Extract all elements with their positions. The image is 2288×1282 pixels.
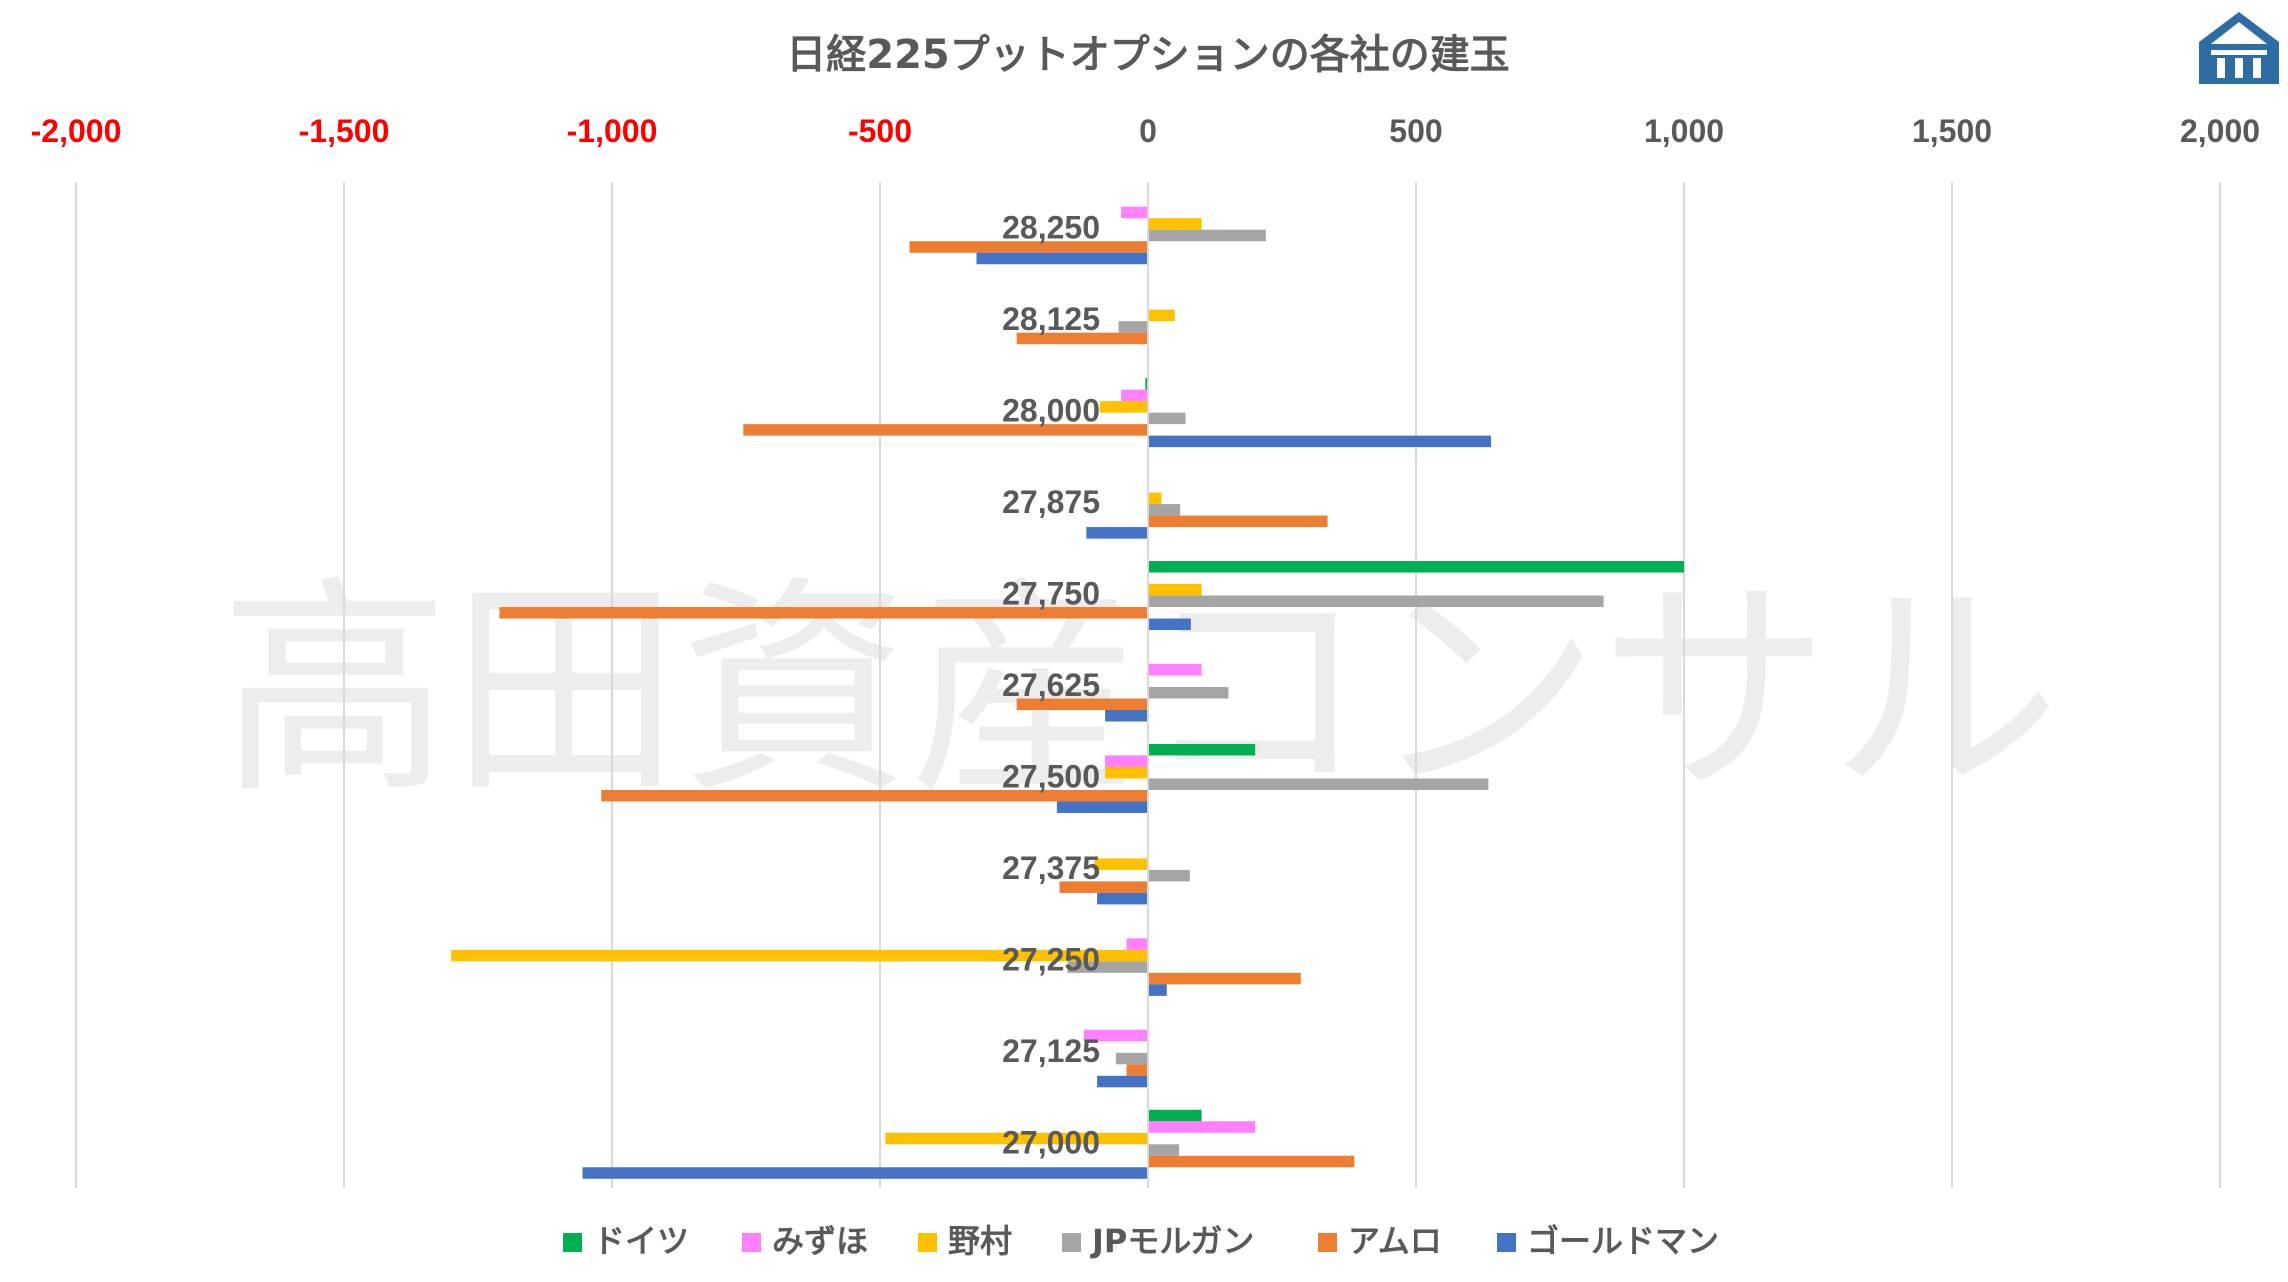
bar (1148, 492, 1162, 505)
bar (1094, 858, 1148, 870)
bar (601, 789, 1148, 802)
bar (976, 252, 1148, 265)
bar (1148, 515, 1328, 528)
legend-label: JPモルガン (1090, 1222, 1254, 1260)
bar (582, 1167, 1148, 1179)
bar (1121, 389, 1148, 402)
bar (1148, 1155, 1355, 1168)
bar (1126, 938, 1148, 950)
x-tick-label: -1,500 (299, 113, 390, 149)
bar (1016, 698, 1148, 710)
legend-swatch (1497, 1233, 1516, 1252)
bar (1121, 206, 1148, 219)
bar (1118, 321, 1148, 333)
watermark: 高田資産コンサル (220, 558, 2060, 825)
gridlines (75, 182, 2221, 1188)
bar (1148, 869, 1190, 882)
category-label: 27,000 (1002, 1124, 1100, 1160)
category-label: 27,375 (1002, 850, 1100, 886)
bar (1105, 755, 1148, 767)
x-tick-label: 0 (1139, 113, 1157, 149)
bar (1148, 504, 1181, 516)
legend-label: みずほ (772, 1222, 868, 1260)
x-tick-label: 1,500 (1912, 113, 1992, 149)
bar (909, 241, 1148, 253)
bar (1148, 618, 1191, 631)
legend-label: 野村 (948, 1222, 1012, 1260)
bar (1148, 1144, 1180, 1156)
bar (743, 424, 1148, 436)
category-label: 28,125 (1002, 301, 1100, 337)
legend-swatch (918, 1233, 937, 1252)
bar (1148, 435, 1492, 448)
building-logo-icon (2199, 12, 2279, 84)
legend-label: アムロ (1348, 1222, 1442, 1260)
bar (1148, 309, 1175, 322)
bar (1105, 766, 1148, 779)
category-label: 27,625 (1002, 667, 1100, 703)
legend-label: ドイツ (593, 1222, 689, 1260)
category-label: 28,000 (1002, 393, 1100, 429)
bar (1059, 881, 1148, 893)
category-label: 27,750 (1002, 576, 1100, 612)
chart-title: 日経225プットオプションの各社の建玉 (786, 32, 1510, 78)
bar (1148, 972, 1301, 985)
bar (1148, 584, 1202, 596)
bar (1148, 1109, 1202, 1122)
legend-swatch (742, 1233, 761, 1252)
x-tick-label: 500 (1389, 113, 1442, 149)
category-labels: 28,250 28,125 28,000 27,875 27,750 27,625 27,5… (1002, 210, 1100, 1161)
category-label: 28,250 (1002, 210, 1100, 246)
x-tick-label: -2,000 (31, 113, 122, 149)
bar (1145, 378, 1148, 390)
bar (1148, 561, 1684, 573)
logo (2199, 12, 2279, 84)
bar (1067, 961, 1148, 973)
bar (1148, 595, 1604, 608)
category-label: 27,250 (1002, 941, 1100, 977)
bar (1148, 229, 1266, 242)
bar (1115, 1052, 1148, 1065)
legend-swatch (563, 1233, 582, 1252)
legend-swatch (1062, 1233, 1081, 1252)
bar (1099, 401, 1148, 413)
bar (1097, 1075, 1148, 1088)
bar (1083, 1029, 1148, 1042)
category-label: 27,500 (1002, 758, 1100, 794)
bar (1016, 332, 1148, 345)
bar (451, 949, 1148, 962)
bar (1148, 1121, 1256, 1133)
legend-label: ゴールドマン (1527, 1222, 1719, 1260)
category-label: 27,875 (1002, 484, 1100, 520)
bar (499, 607, 1148, 619)
bar (1148, 664, 1202, 676)
bar (1086, 527, 1148, 539)
x-axis-ticks: -2,000 -1,500 -1,000 -500 0 500 1,000 1,500 2,00… (31, 113, 2260, 149)
bar (1148, 778, 1489, 790)
bar (1097, 892, 1148, 905)
bar (1148, 687, 1229, 699)
legend: ドイツ みずほ 野村 JPモルガン アムロ ゴールドマン (563, 1222, 1719, 1260)
bar (1148, 218, 1202, 230)
bar (1056, 801, 1148, 813)
bar (1148, 984, 1167, 996)
bar (1148, 743, 1256, 756)
x-tick-label: -500 (848, 113, 912, 149)
bar (1148, 412, 1186, 425)
x-tick-label: 2,000 (2180, 113, 2260, 149)
category-label: 27,125 (1002, 1033, 1100, 1069)
x-tick-label: -1,000 (567, 113, 658, 149)
bars (451, 206, 1684, 1179)
bar (885, 1132, 1148, 1145)
x-tick-label: 1,000 (1644, 113, 1724, 149)
legend-swatch (1318, 1233, 1337, 1252)
bar (1105, 710, 1148, 722)
bar (1126, 1064, 1148, 1076)
